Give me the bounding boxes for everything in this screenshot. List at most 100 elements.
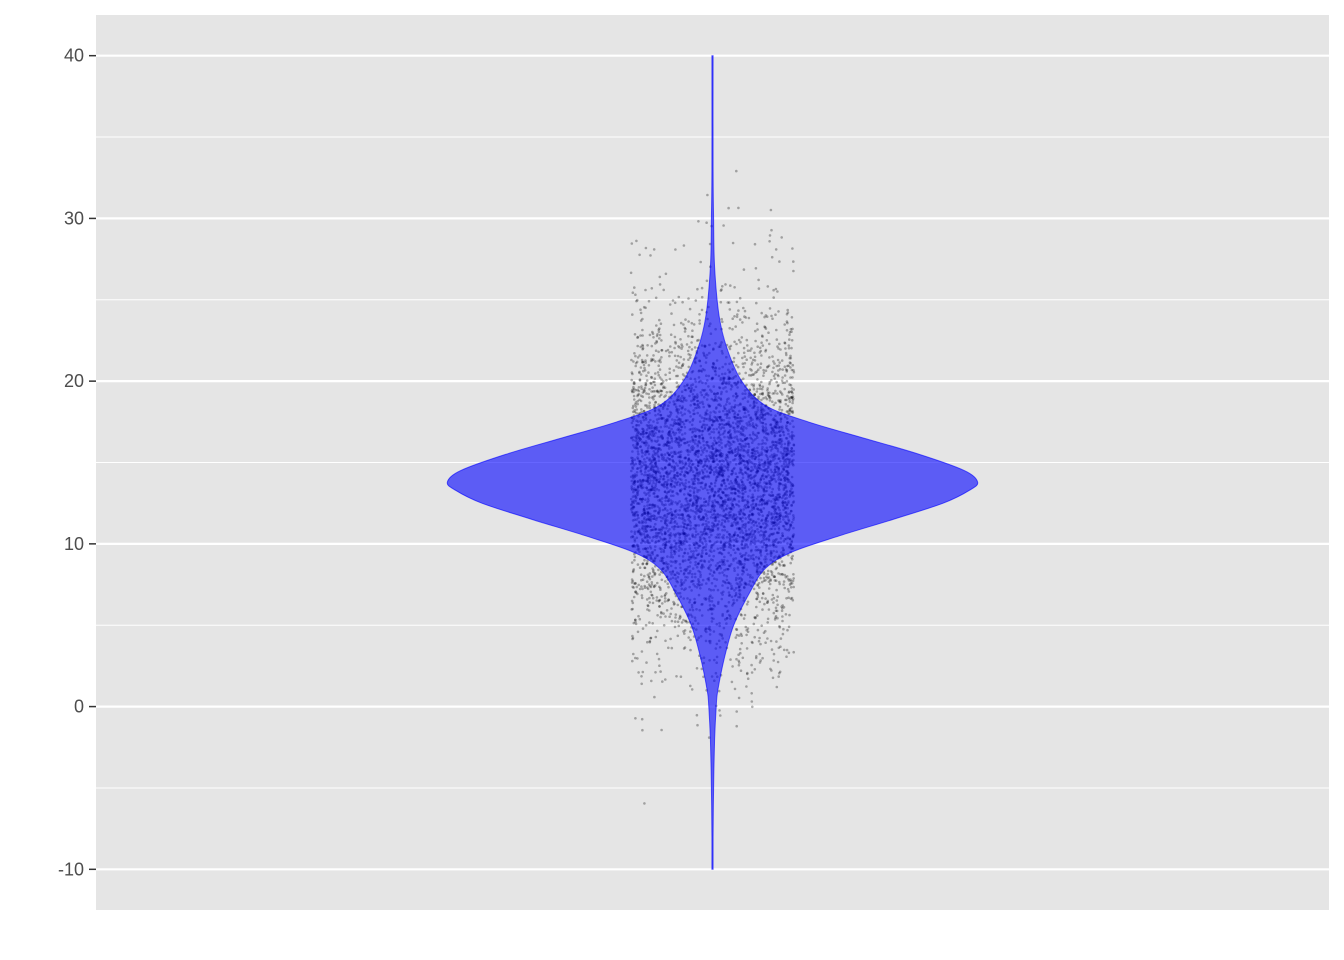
- jitter-point: [768, 240, 771, 243]
- jitter-point: [777, 399, 780, 402]
- jitter-point: [638, 617, 642, 621]
- jitter-point: [728, 345, 731, 349]
- jitter-point: [656, 389, 659, 393]
- jitter-point: [735, 710, 738, 713]
- jitter-point: [755, 322, 759, 326]
- jitter-point: [705, 221, 708, 224]
- jitter-point: [776, 595, 779, 598]
- jitter-point: [738, 318, 742, 321]
- jitter-point: [785, 648, 789, 652]
- jitter-point: [755, 655, 758, 658]
- jitter-point: [788, 330, 792, 334]
- jitter-point: [643, 574, 646, 578]
- jitter-point: [669, 612, 672, 616]
- jitter-point: [652, 585, 656, 589]
- jitter-point: [763, 325, 766, 329]
- jitter-point: [789, 579, 793, 583]
- jitter-point: [785, 655, 788, 658]
- jitter-point: [632, 390, 635, 394]
- jitter-point: [768, 234, 772, 237]
- jitter-point: [650, 382, 653, 385]
- jitter-point: [681, 362, 685, 366]
- jitter-point: [683, 330, 687, 333]
- jitter-point: [746, 344, 749, 347]
- jitter-point: [646, 604, 650, 608]
- jitter-point: [792, 260, 795, 263]
- jitter-point: [648, 601, 651, 604]
- jitter-point: [674, 616, 677, 619]
- jitter-point: [785, 398, 788, 402]
- jitter-point: [631, 585, 634, 589]
- jitter-point: [774, 287, 778, 291]
- jitter-point: [790, 390, 793, 394]
- jitter-point: [664, 615, 667, 618]
- jitter-point: [636, 592, 639, 596]
- jitter-point: [647, 576, 651, 579]
- jitter-point: [774, 389, 777, 393]
- jitter-point: [761, 592, 765, 596]
- jitter-point: [655, 652, 659, 656]
- jitter-point: [785, 410, 789, 413]
- jitter-point: [791, 327, 794, 331]
- jitter-point: [689, 684, 692, 688]
- jitter-point: [651, 359, 654, 362]
- jitter-point: [776, 660, 780, 664]
- jitter-point: [791, 554, 794, 558]
- jitter-point: [787, 412, 790, 416]
- jitter-point: [768, 399, 772, 402]
- jitter-point: [788, 583, 792, 586]
- jitter-point: [642, 409, 646, 413]
- jitter-point: [655, 341, 659, 344]
- jitter-point: [778, 405, 782, 409]
- jitter-point: [768, 382, 771, 386]
- jitter-point: [773, 575, 776, 578]
- jitter-point: [661, 602, 664, 605]
- jitter-point: [632, 404, 635, 408]
- jitter-point: [775, 685, 779, 689]
- jitter-point: [641, 344, 645, 348]
- jitter-point: [660, 612, 663, 615]
- jitter-point: [658, 275, 662, 279]
- jitter-point: [638, 587, 642, 591]
- jitter-point: [657, 328, 660, 332]
- jitter-point: [641, 562, 645, 565]
- jitter-point: [756, 328, 759, 331]
- jitter-point: [771, 392, 775, 395]
- jitter-point: [770, 669, 773, 672]
- jitter-point: [700, 295, 704, 299]
- jitter-point: [767, 587, 771, 590]
- jitter-point: [783, 381, 787, 385]
- jitter-point: [656, 629, 659, 633]
- jitter-point: [679, 366, 683, 370]
- jitter-point: [771, 317, 774, 321]
- jitter-point: [764, 641, 767, 644]
- jitter-point: [719, 714, 722, 717]
- jitter-point: [638, 398, 641, 402]
- jitter-point: [639, 345, 642, 349]
- jitter-point: [785, 379, 789, 383]
- jitter-point: [757, 639, 761, 643]
- jitter-point: [726, 301, 730, 304]
- jitter-point: [727, 301, 731, 304]
- jitter-point: [792, 369, 795, 372]
- jitter-point: [668, 303, 672, 306]
- jitter-point: [631, 570, 635, 574]
- jitter-point: [698, 313, 701, 316]
- jitter-point: [764, 327, 768, 330]
- jitter-point: [631, 388, 635, 391]
- jitter-point: [650, 376, 654, 379]
- jitter-point: [684, 619, 688, 623]
- jitter-point: [790, 596, 794, 600]
- jitter-point: [689, 648, 692, 652]
- jitter-point: [700, 308, 704, 312]
- jitter-point: [636, 563, 640, 566]
- jitter-point: [648, 404, 651, 408]
- jitter-point: [690, 688, 694, 691]
- jitter-point: [641, 361, 644, 364]
- jitter-point: [787, 364, 790, 368]
- jitter-point: [792, 585, 795, 589]
- jitter-point: [687, 636, 690, 639]
- jitter-point: [743, 355, 747, 358]
- jitter-point: [777, 347, 780, 350]
